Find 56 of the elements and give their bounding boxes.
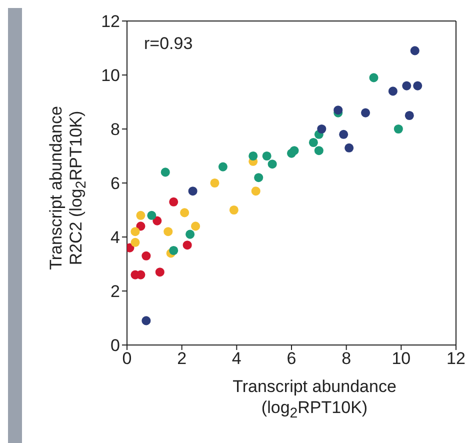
x-tick-label: 6 — [286, 349, 296, 368]
point — [229, 205, 238, 215]
point — [404, 110, 414, 120]
point — [308, 138, 318, 148]
point — [164, 227, 173, 236]
point — [191, 222, 200, 231]
point — [369, 73, 378, 82]
point — [130, 238, 140, 247]
point — [142, 316, 151, 326]
y-tick-label: 4 — [110, 228, 120, 248]
x-tick-label: 10 — [392, 349, 411, 368]
point — [317, 124, 326, 134]
point — [180, 208, 190, 218]
x-axis-title: Transcript abundance (log$_{2}$RPT10K) — [232, 376, 398, 424]
point — [254, 173, 264, 182]
x-tick-label: 4 — [232, 349, 242, 368]
y-tick-label: 6 — [110, 174, 120, 194]
x-tick-label: 12 — [446, 349, 466, 368]
point — [394, 124, 403, 134]
point — [142, 251, 151, 260]
point — [334, 106, 343, 115]
point — [188, 186, 198, 196]
y-tick-label: 12 — [101, 12, 120, 32]
point — [262, 151, 272, 161]
point — [136, 222, 146, 231]
point — [218, 162, 228, 172]
point — [169, 246, 178, 256]
point — [268, 160, 277, 169]
point — [388, 86, 398, 96]
y-tick-label: 2 — [110, 282, 120, 302]
point — [136, 210, 146, 220]
y-tick-label: 8 — [110, 120, 120, 140]
y-tick-label: 0 — [110, 336, 120, 356]
point — [155, 268, 164, 277]
point — [251, 186, 260, 196]
point — [152, 216, 162, 226]
point — [339, 130, 348, 139]
point — [160, 168, 170, 177]
point — [186, 230, 195, 239]
point — [182, 240, 192, 250]
point — [361, 108, 370, 118]
point — [344, 143, 354, 152]
point — [402, 81, 412, 90]
point — [169, 197, 178, 206]
y-tick-label: 10 — [101, 66, 120, 86]
point — [413, 81, 422, 90]
point — [314, 146, 324, 156]
point — [286, 148, 296, 158]
point — [130, 227, 140, 236]
x-tick-label: 2 — [177, 349, 187, 368]
point — [147, 210, 156, 220]
point — [248, 151, 258, 161]
point — [210, 178, 220, 188]
x-tick-label: 8 — [342, 349, 352, 368]
point — [410, 46, 420, 56]
annotation: r=0.93 — [144, 34, 193, 54]
